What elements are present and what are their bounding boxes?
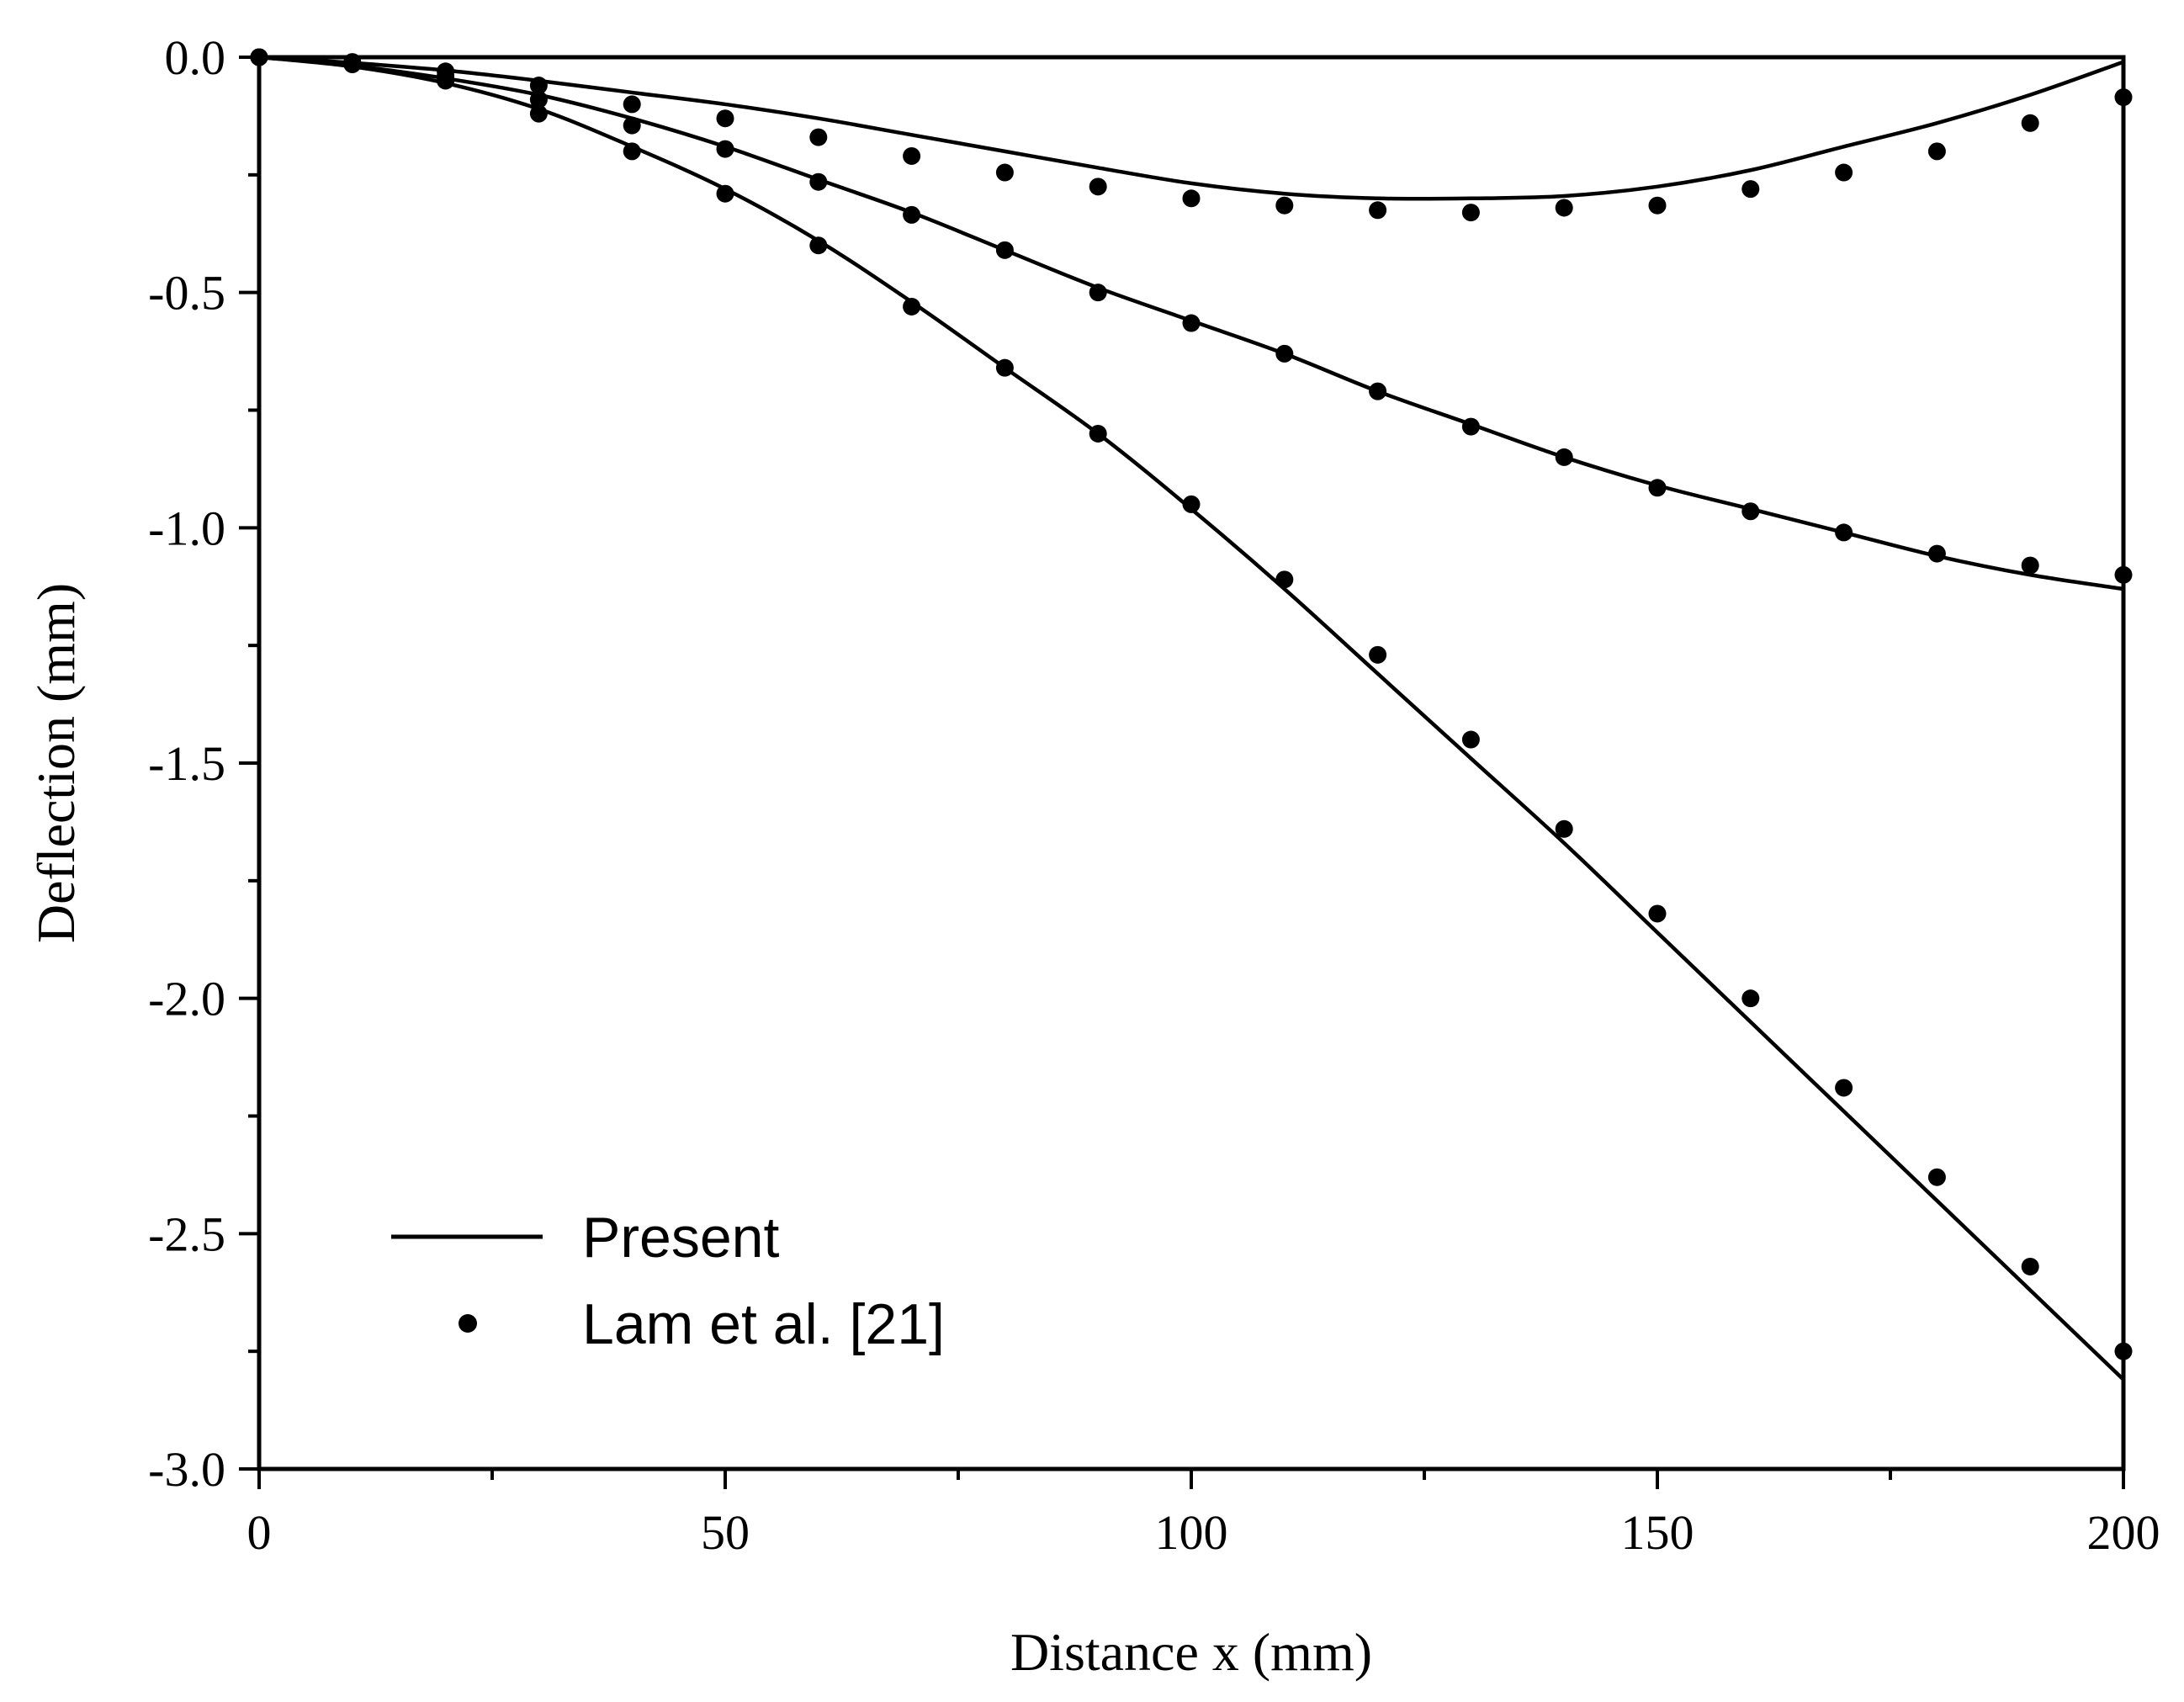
lam-data-point-top: [1741, 180, 1760, 199]
lam-data-point-top: [623, 95, 641, 114]
lam-data-point-top: [809, 128, 828, 146]
lam-data-point-middle: [1741, 502, 1760, 521]
lam-data-point-bottom: [1182, 495, 1201, 513]
lam-data-point-middle: [1369, 382, 1387, 400]
lam-data-point-middle: [995, 241, 1014, 259]
lam-data-point-bottom: [529, 104, 548, 123]
lam-data-point-bottom: [2021, 1257, 2039, 1275]
plot-dots: [250, 48, 2133, 1360]
lam-data-point-top: [1461, 204, 1480, 222]
x-tick-label: 150: [1621, 1505, 1694, 1560]
x-tick-label: 50: [701, 1505, 750, 1560]
lam-data-point-bottom: [1369, 645, 1387, 664]
lam-data-point-middle: [903, 205, 921, 224]
y-tick-label: -1.5: [148, 736, 225, 791]
lam-data-point-bottom: [1835, 1079, 1853, 1097]
lam-data-point-top: [1555, 199, 1573, 217]
legend-dot-swatch: [459, 1314, 477, 1333]
legend-label-lam: Lam et al. [21]: [582, 1292, 945, 1356]
lam-data-point-top: [1182, 189, 1201, 208]
lam-data-point-middle: [1648, 479, 1667, 497]
lam-data-point-top: [995, 163, 1014, 182]
lam-data-point-top: [529, 77, 548, 95]
lam-data-point-middle: [529, 90, 548, 109]
lam-data-point-bottom: [343, 55, 362, 73]
lam-data-point-bottom: [1648, 904, 1667, 923]
lam-data-point-top: [1648, 196, 1667, 215]
lam-data-point-top: [2021, 114, 2039, 132]
plot-frame: [257, 55, 2126, 1471]
x-tick-label: 100: [1155, 1505, 1228, 1560]
axis-tick-labels: 0 50 100 150 200 0.0 -0.5 -1.0 -1.5 -2.0 -2.5 -3.0: [148, 30, 2160, 1560]
x-tick-label: 200: [2087, 1505, 2160, 1560]
lam-data-point-middle: [1555, 448, 1573, 466]
lam-data-point-middle: [1927, 544, 1946, 563]
x-axis-title: Distance x (mm): [1010, 1622, 1372, 1682]
lam-data-point-top: [903, 146, 921, 165]
y-tick-label: -3.0: [148, 1442, 225, 1497]
y-tick-label: -2.0: [148, 972, 225, 1026]
lam-data-point-middle: [2021, 556, 2039, 575]
lam-data-point-top: [1835, 163, 1853, 182]
y-tick-label: -2.5: [148, 1206, 225, 1261]
lam-data-point-middle: [716, 140, 734, 158]
lam-data-point-top: [1275, 196, 1294, 215]
lam-data-point-bottom: [809, 236, 828, 255]
lam-data-point-middle: [1835, 523, 1853, 542]
lam-data-point-bottom: [716, 184, 734, 203]
y-tick-label: -1.0: [148, 501, 225, 555]
lam-data-point-middle: [623, 116, 641, 135]
lam-data-point-bottom: [1275, 570, 1294, 589]
y-axis-title: Deflection (mm): [26, 583, 86, 943]
lam-data-point-middle: [1089, 284, 1107, 302]
lam-data-point-bottom: [903, 297, 921, 315]
y-tick-label: -0.5: [148, 266, 225, 321]
lam-data-point-top: [1369, 201, 1387, 220]
lam-data-point-bottom: [623, 142, 641, 161]
lam-data-point-bottom: [995, 358, 1014, 377]
lam-data-point-middle: [1275, 344, 1294, 363]
legend: Present Lam et al. [21]: [391, 1206, 945, 1356]
lam-data-point-middle: [809, 172, 828, 191]
lam-data-point-middle: [1182, 314, 1201, 332]
y-tick-label: 0.0: [165, 30, 226, 85]
lam-data-point-middle: [1461, 417, 1480, 436]
lam-data-point-top: [716, 109, 734, 128]
axis-ticks: [239, 56, 2125, 1489]
legend-label-present: Present: [582, 1206, 779, 1270]
lam-data-point-top: [1927, 142, 1946, 161]
lam-data-point-bottom: [1089, 424, 1107, 443]
x-tick-label: 0: [247, 1505, 272, 1560]
lam-data-point-bottom: [437, 72, 455, 90]
lam-data-point-bottom: [1461, 730, 1480, 749]
lam-data-point-top: [1089, 178, 1107, 196]
lam-data-point-bottom: [1927, 1168, 1946, 1186]
lam-data-point-bottom: [1555, 819, 1573, 838]
plot-lines: [258, 55, 2125, 1381]
present-line-bottom: [258, 55, 2125, 1381]
lam-data-point-bottom: [1741, 989, 1760, 1008]
present-line-top: [258, 55, 2124, 201]
